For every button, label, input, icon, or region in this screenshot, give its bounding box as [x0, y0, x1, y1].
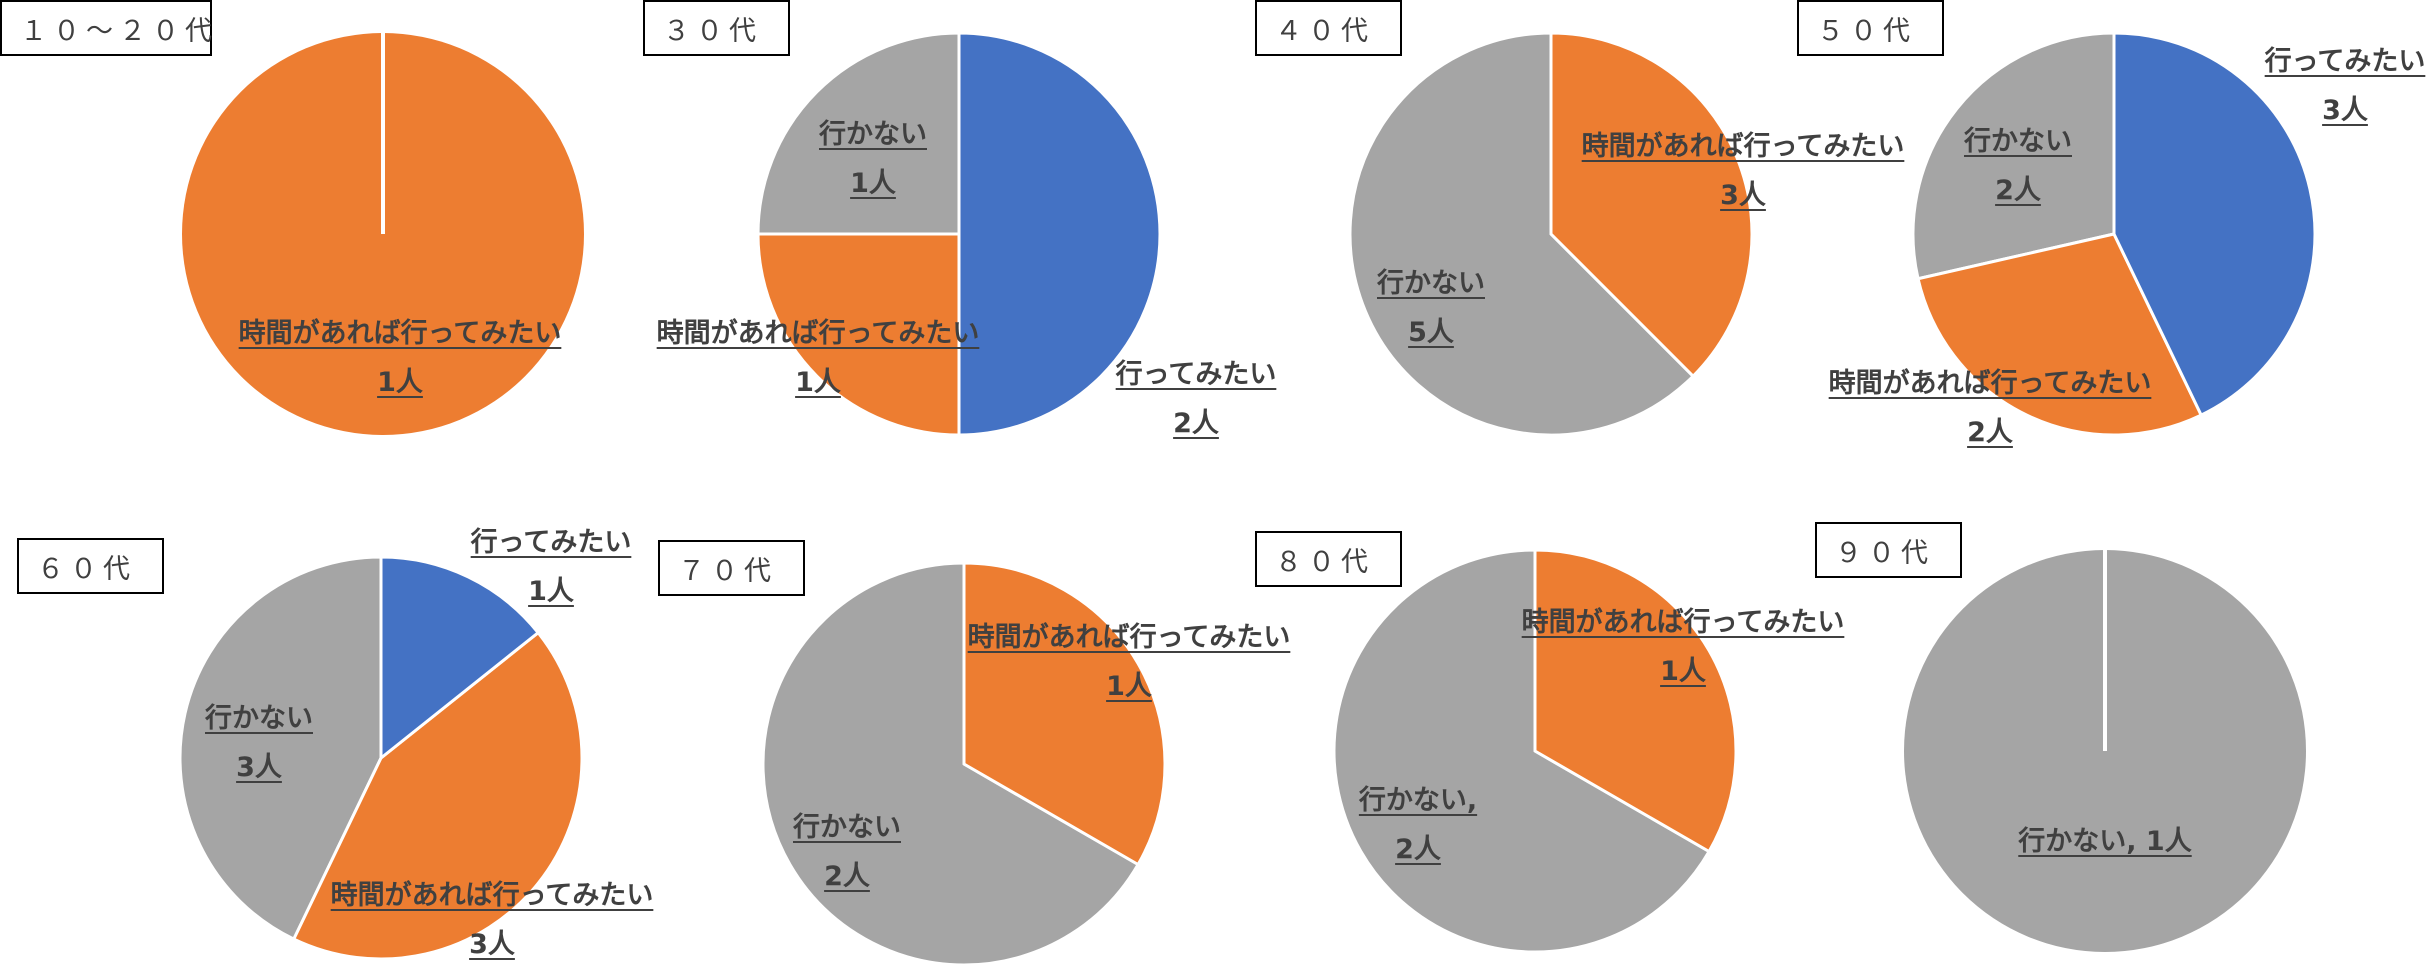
data-label-category: 行かない, 1人	[2018, 826, 2192, 857]
data-label: 時間があれば行ってみたい 1人	[239, 309, 562, 407]
data-label-value: 2人	[1967, 417, 2013, 448]
pie-chart-6	[761, 561, 1167, 966]
data-label-category: 行かない	[205, 703, 313, 734]
data-label-category: 時間があれば行ってみたい	[1581, 131, 1905, 162]
pie-chart-2	[756, 31, 1162, 437]
data-label-value: 2人	[1995, 175, 2041, 206]
pie-chart-1	[182, 33, 584, 435]
data-label: 行かない 1人	[819, 110, 927, 208]
data-label-value: 3人	[469, 929, 515, 960]
pie-slice	[761, 561, 1140, 966]
data-label-category: 時間があれば行ってみたい	[1828, 368, 2152, 399]
data-label: 行ってみたい 1人	[471, 518, 632, 616]
data-label: 行かない 5人	[1377, 259, 1485, 357]
data-label: 行かない, 2人	[1359, 776, 1477, 874]
data-label-value: 1人	[377, 367, 423, 398]
data-label-value: 3人	[2322, 95, 2368, 126]
data-label-category: 行かない	[819, 119, 927, 150]
pie-chart-8	[1904, 550, 2306, 952]
data-label: 行かない, 1人	[2018, 817, 2191, 866]
pie-slice	[1916, 232, 2203, 437]
data-label: 行かない 2人	[793, 803, 901, 901]
data-label-category: 行かない	[1964, 126, 2072, 157]
pie-slice	[292, 631, 584, 961]
data-label-category: 時間があれば行ってみたい	[330, 880, 654, 911]
chart-title-box: ４０代	[1255, 0, 1402, 56]
pie-slice	[1533, 548, 1738, 853]
data-label: 時間があれば行ってみたい 3人	[1582, 122, 1905, 220]
chart-title-box: ５０代	[1797, 0, 1944, 56]
data-label: 行かない 3人	[205, 694, 313, 792]
pie-slice	[1911, 31, 2116, 281]
pie-slice	[957, 31, 1162, 437]
data-label: 行かない 2人	[1964, 117, 2072, 215]
chart-title-box: ９０代	[1815, 522, 1962, 578]
data-label-value: 2人	[1395, 834, 1441, 865]
data-label-value: 2人	[824, 861, 870, 892]
data-label-category: 行かない	[1377, 268, 1485, 299]
data-label: 行ってみたい 3人	[2265, 37, 2426, 135]
pie-slice	[178, 555, 383, 941]
pie-slice	[1348, 31, 1695, 437]
data-label-category: 行ってみたい	[470, 527, 632, 558]
chart-title-box: １０～２０代	[0, 0, 212, 56]
pie-chart-4	[1911, 31, 2317, 437]
data-label: 時間があれば行ってみたい 1人	[1522, 598, 1845, 696]
pie-chart-3	[1348, 31, 1754, 437]
chart-title-box: ７０代	[658, 540, 805, 596]
data-label-value: 1人	[528, 576, 574, 607]
data-label-value: 3人	[1720, 180, 1766, 211]
chart-title-box: ８０代	[1255, 531, 1402, 587]
pie-chart-7	[1332, 548, 1738, 954]
data-label-category: 行かない	[793, 812, 901, 843]
data-label: 時間があれば行ってみたい 3人	[331, 871, 654, 969]
pie-slice	[756, 232, 961, 437]
pie-slice	[379, 555, 540, 760]
data-label-value: 3人	[236, 752, 282, 783]
data-label-value: 1人	[1660, 656, 1706, 687]
data-label: 時間があれば行ってみたい 1人	[657, 309, 980, 407]
pie-slice	[1332, 548, 1711, 954]
data-label-value: 1人	[850, 168, 896, 199]
pie-slice	[756, 31, 961, 236]
pie-slice	[962, 561, 1167, 866]
data-label-category: 時間があれば行ってみたい	[656, 318, 980, 349]
data-label-category: 時間があれば行ってみたい	[238, 318, 562, 349]
data-label: 行ってみたい 2人	[1116, 350, 1277, 448]
chart-title-box: ３０代	[643, 0, 790, 56]
data-label-value: 1人	[795, 367, 841, 398]
pie-chart-5	[178, 555, 584, 961]
chart-title-box: ６０代	[17, 538, 164, 594]
data-label-category: 行ってみたい	[1115, 359, 1277, 390]
data-label-value: 1人	[1106, 671, 1152, 702]
pie-slice	[2112, 31, 2317, 417]
data-label-value: 2人	[1173, 408, 1219, 439]
data-label: 時間があれば行ってみたい 1人	[968, 613, 1291, 711]
data-label-category: 時間があれば行ってみたい	[967, 622, 1291, 653]
data-label-category: 時間があれば行ってみたい	[1521, 607, 1845, 638]
pie-slice	[1549, 31, 1754, 378]
data-label-category: 行かない,	[1358, 785, 1478, 816]
data-label-category: 行ってみたい	[2264, 46, 2426, 77]
data-label: 時間があれば行ってみたい 2人	[1829, 359, 2152, 457]
data-label-value: 5人	[1408, 317, 1454, 348]
